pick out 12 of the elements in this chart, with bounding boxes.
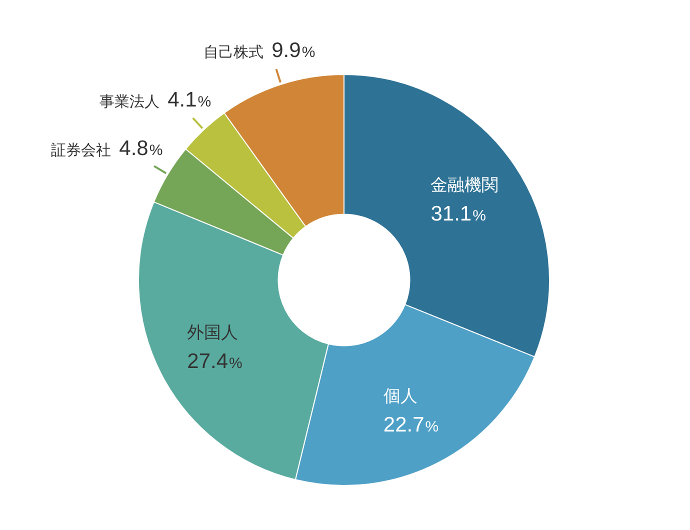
slice-label: 自己株式: [204, 44, 264, 62]
slice-label: 個人: [383, 386, 418, 406]
data-label: 4.8%: [119, 137, 163, 160]
data-label: 22.7%: [383, 414, 439, 437]
slice-label: 金融機関: [430, 176, 499, 195]
data-label: 9.9%: [272, 39, 316, 62]
data-label: 31.1%: [430, 202, 486, 226]
data-label: 4.1%: [168, 88, 212, 112]
slice-label: 外国人: [187, 323, 238, 342]
data-label: 27.4%: [187, 350, 242, 374]
slice-label: 証券会社: [51, 142, 112, 160]
slice-label: 事業法人: [100, 94, 160, 111]
